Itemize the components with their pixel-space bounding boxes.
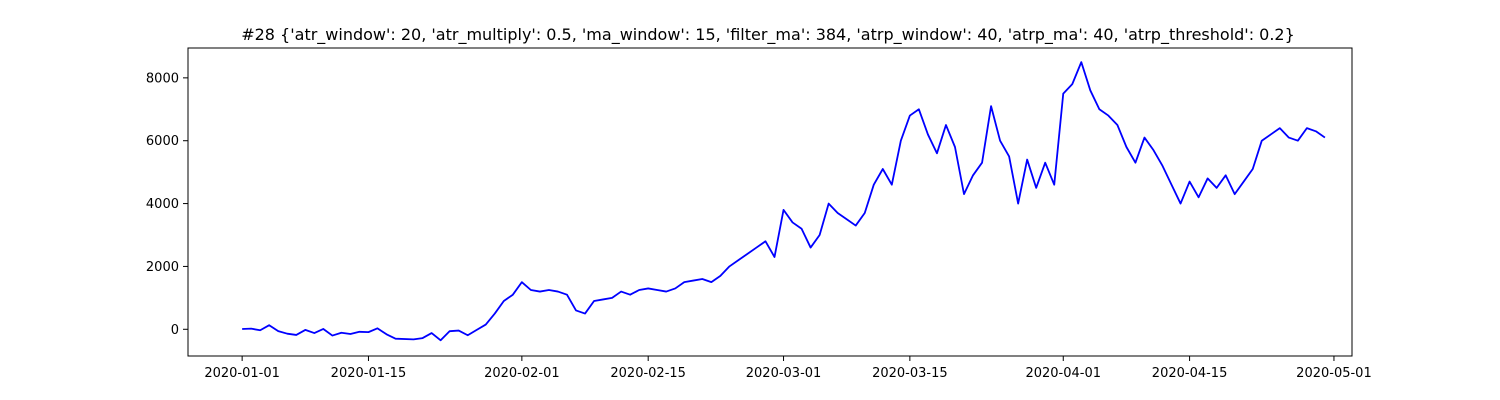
x-tick-label: 2020-05-01	[1296, 366, 1372, 381]
x-tick-label: 2020-03-15	[872, 366, 948, 381]
x-axis-ticks: 2020-01-01 2020-01-15 2020-02-01 2020-02-15…	[204, 356, 1372, 381]
y-tick-label: 8000	[146, 71, 179, 86]
x-tick-label: 2020-04-15	[1152, 366, 1228, 381]
y-tick-label: 4000	[146, 197, 179, 212]
x-tick-label: 2020-02-01	[484, 366, 560, 381]
chart-title: #28 {'atr_window': 20, 'atr_multiply': 0…	[241, 25, 1295, 45]
y-tick-label: 6000	[146, 134, 179, 149]
x-tick-label: 2020-04-01	[1025, 366, 1101, 381]
plot-frame	[187, 47, 1353, 357]
x-tick-label: 2020-01-01	[204, 366, 280, 381]
x-tick-label: 2020-03-01	[746, 366, 822, 381]
x-tick-label: 2020-01-15	[331, 366, 407, 381]
y-axis-ticks: 0 2000 4000 6000 8000	[146, 71, 188, 338]
series-line	[242, 61, 1326, 342]
y-tick-label: 2000	[146, 260, 179, 275]
y-tick-label: 0	[171, 323, 179, 338]
x-tick-label: 2020-02-15	[610, 366, 686, 381]
